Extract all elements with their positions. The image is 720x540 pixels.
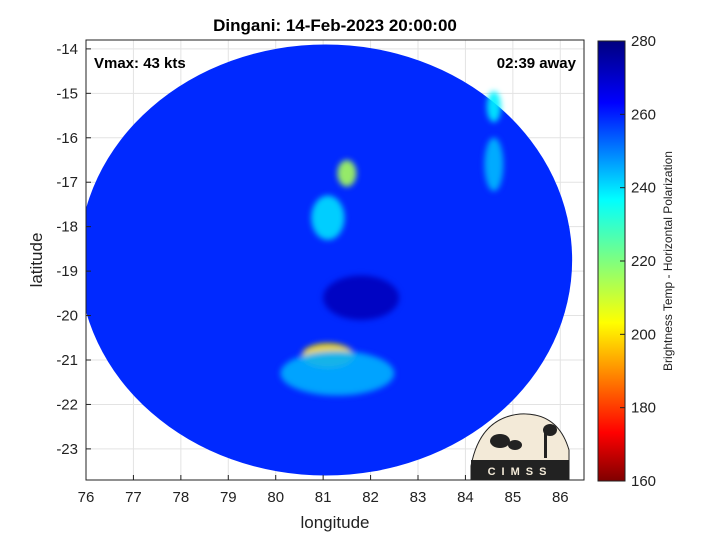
x-tick-label: 78 (173, 489, 190, 506)
x-axis-ticks: 76 77 78 79 80 81 82 83 84 85 86 (78, 475, 569, 506)
brightness-feature (280, 351, 395, 396)
logo-tower (544, 430, 547, 458)
x-tick-label: 81 (315, 489, 332, 506)
logo-tank (543, 424, 557, 436)
brightness-feature (311, 195, 345, 240)
y-tick-label: -20 (56, 308, 78, 325)
y-axis-ticks: -14 -15 -16 -17 -18 -19 -20 -21 -22 -23 (56, 41, 91, 458)
vmax-label: Vmax: 43 kts (94, 55, 186, 72)
feature-layer (280, 91, 504, 396)
chart-title: Dingani: 14-Feb-2023 20:00:00 (213, 16, 457, 35)
x-tick-label: 76 (78, 489, 95, 506)
y-tick-label: -14 (56, 41, 78, 58)
x-tick-label: 77 (125, 489, 142, 506)
y-tick-label: -16 (56, 130, 78, 147)
swath-footprint (86, 44, 573, 476)
y-tick-label: -19 (56, 263, 78, 280)
x-tick-label: 84 (457, 489, 474, 506)
colorbar-tick-label: 280 (631, 33, 656, 50)
brightness-feature (484, 137, 504, 192)
swath-layer (86, 44, 573, 476)
colorbar-tick-label: 180 (631, 400, 656, 417)
y-tick-label: -18 (56, 219, 78, 236)
brightness-feature (323, 275, 400, 320)
x-tick-label: 83 (410, 489, 427, 506)
colorbar-tick-label: 260 (631, 106, 656, 123)
brightness-feature (337, 160, 357, 187)
colorbar-tick-label: 160 (631, 473, 656, 490)
plot-frame (85, 39, 585, 481)
x-tick-label: 85 (505, 489, 522, 506)
time-offset-label: 02:39 away (497, 55, 577, 72)
cimss-logo: CIMSS (470, 413, 570, 481)
x-axis-label: longitude (300, 513, 369, 532)
x-tick-label: 79 (220, 489, 237, 506)
y-tick-label: -15 (56, 85, 78, 102)
colorbar-ticks: 160 180 200 220 240 260 280 (620, 33, 656, 490)
logo-dish-small (508, 440, 522, 450)
x-tick-label: 82 (362, 489, 379, 506)
logo-text: CIMSS (488, 466, 553, 478)
y-tick-label: -22 (56, 396, 78, 413)
x-tick-label: 80 (267, 489, 284, 506)
y-tick-label: -21 (56, 352, 78, 369)
logo-band (471, 460, 569, 480)
brightness-feature (486, 91, 501, 123)
colorbar-tick-label: 220 (631, 253, 656, 270)
y-tick-label: -23 (56, 441, 78, 458)
y-tick-label: -17 (56, 174, 78, 191)
colorbar-tick-label: 240 (631, 180, 656, 197)
x-tick-label: 86 (552, 489, 569, 506)
colorbar-tick-label: 200 (631, 326, 656, 343)
logo-dish (490, 434, 510, 448)
colorbar-label: Brightness Temp - Horizontal Polarizatio… (661, 151, 675, 371)
y-axis-label: latitude (27, 233, 46, 288)
